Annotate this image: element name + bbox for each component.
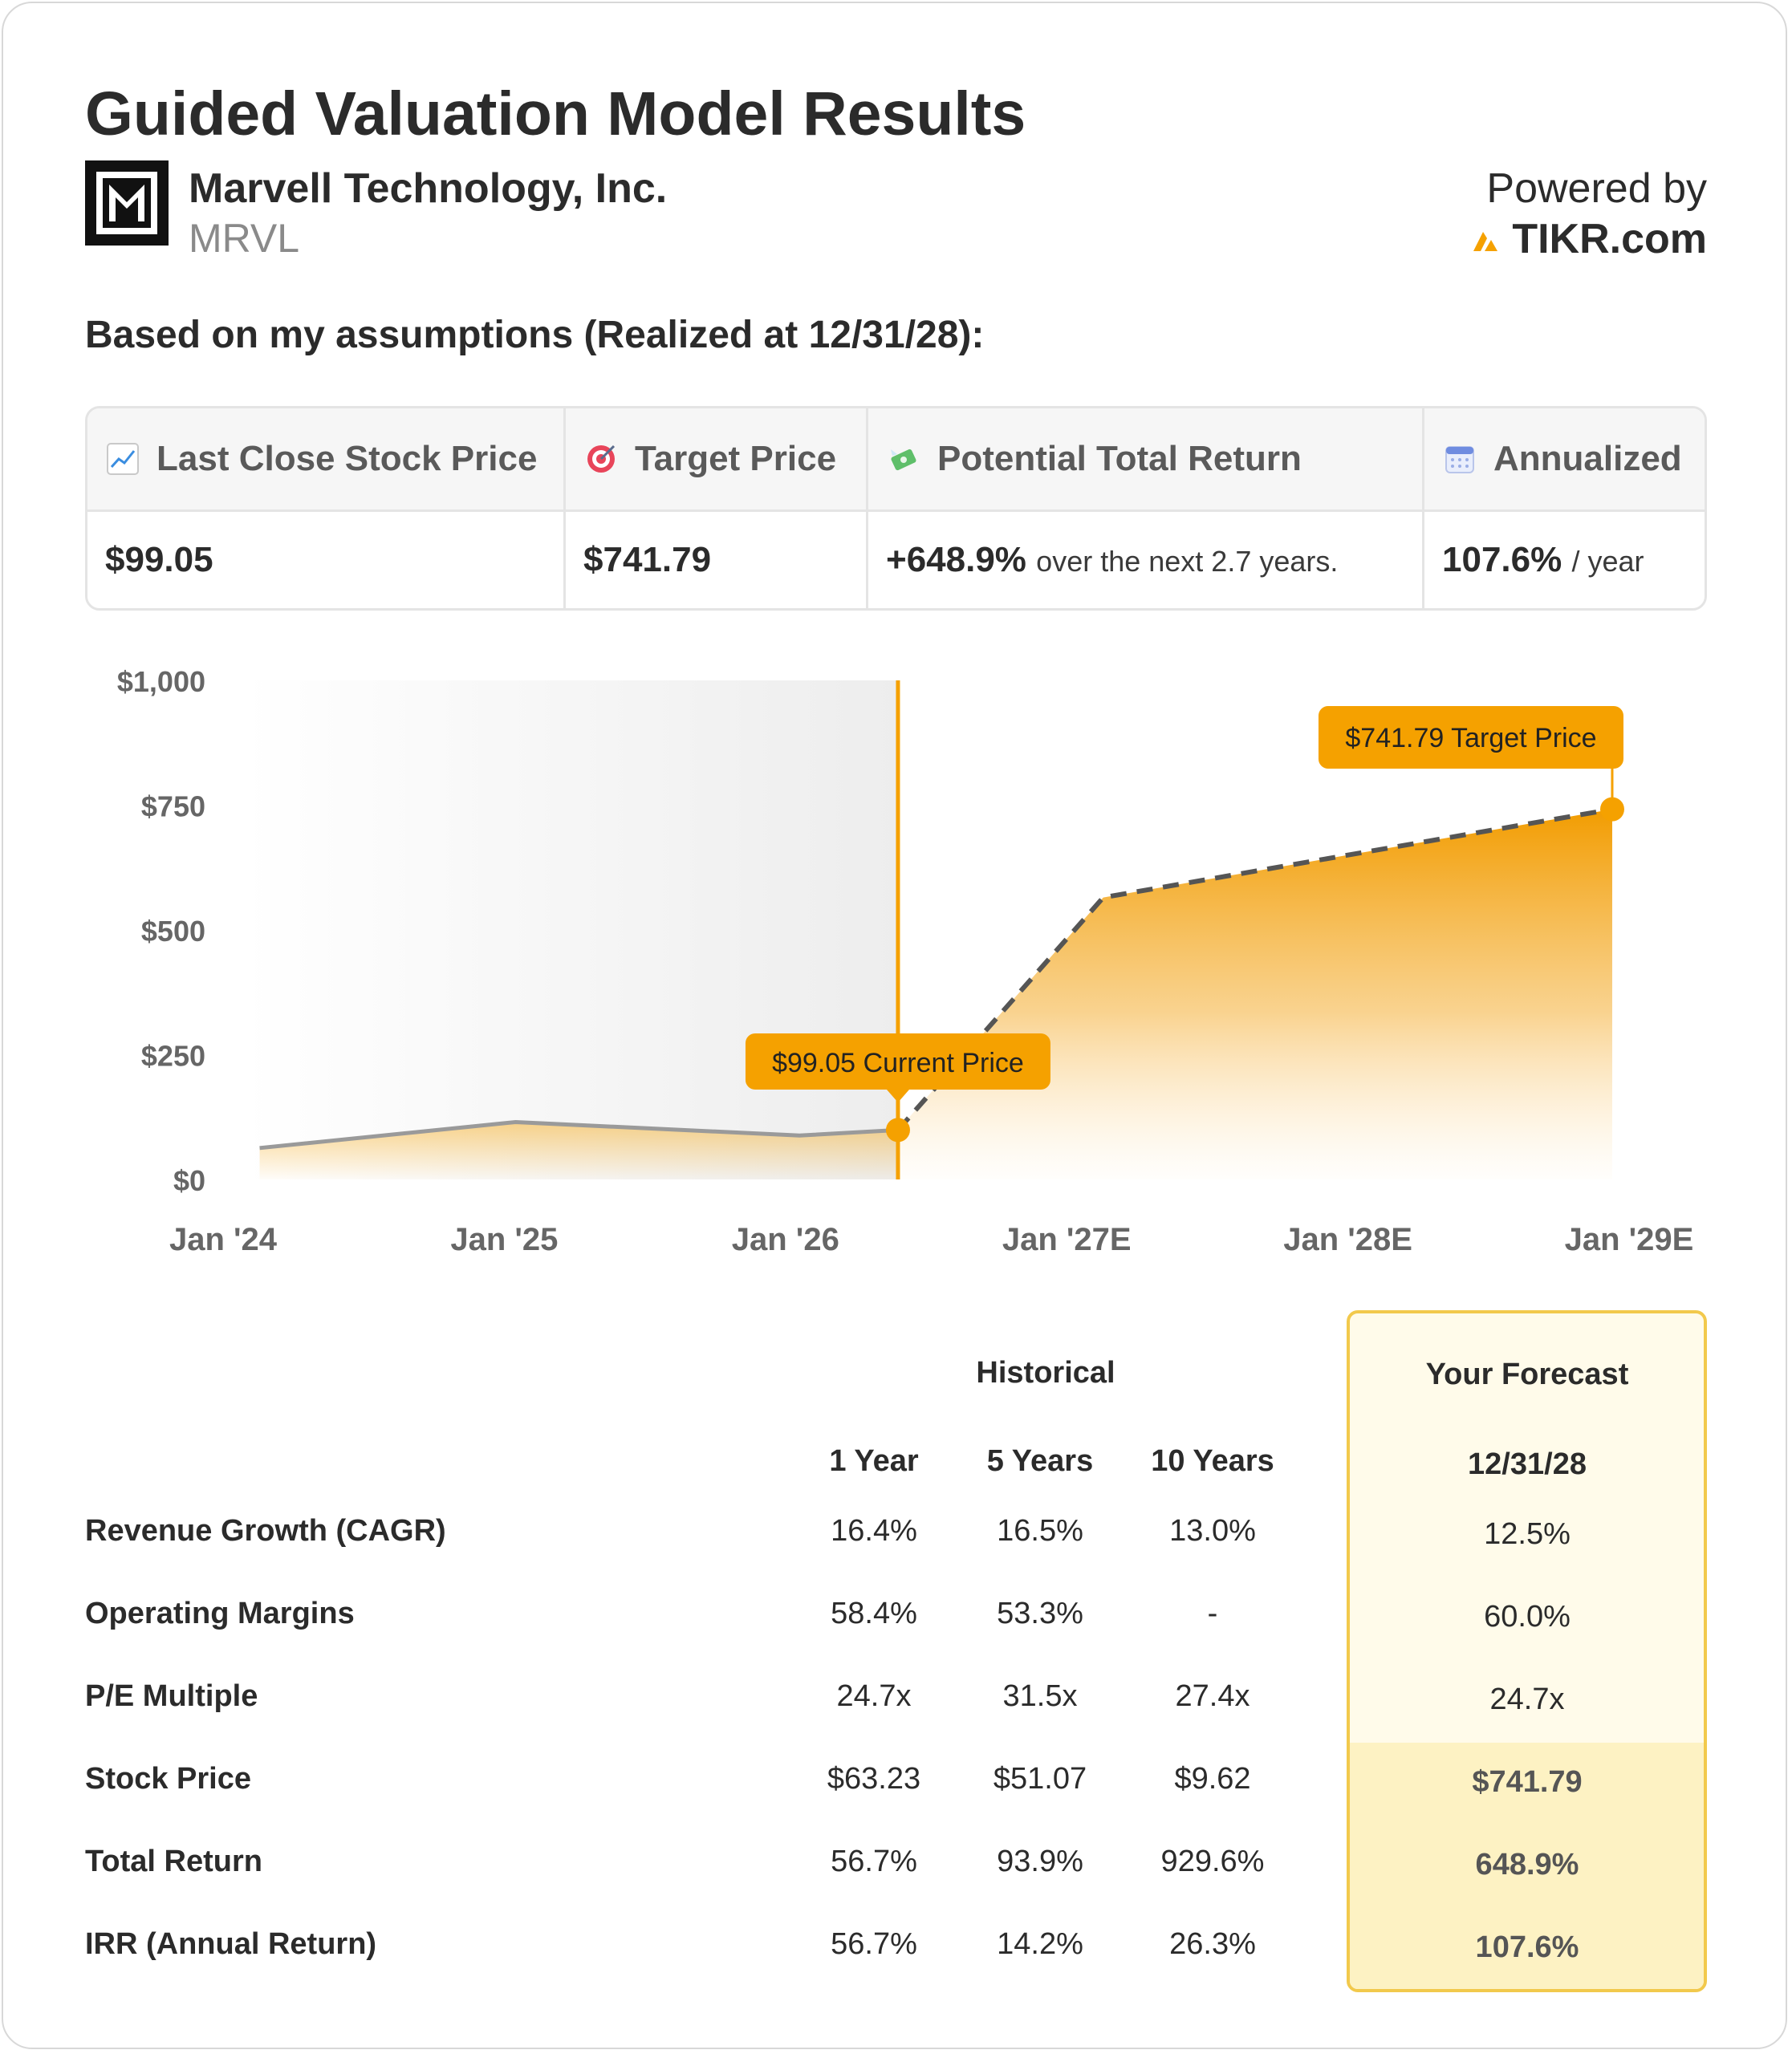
summary-table: Last Close Stock Price $99.05 Target Pri… xyxy=(85,406,1707,611)
table-cell: $51.07 xyxy=(993,1762,1087,1796)
annualized-column: Annualized 107.6% / year xyxy=(1422,408,1705,608)
assumptions-subtitle: Based on my assumptions (Realized at 12/… xyxy=(85,314,985,356)
table-cell: 53.3% xyxy=(997,1597,1083,1630)
y-tick-label: $250 xyxy=(141,1040,205,1073)
target-price-column: Target Price $741.79 xyxy=(563,408,866,608)
tikr-logo-icon xyxy=(1473,232,1498,251)
annualized-label: Annualized xyxy=(1493,439,1682,478)
target-icon xyxy=(587,444,616,473)
annualized-value: 107.6% / year xyxy=(1442,540,1644,579)
last-close-label: Last Close Stock Price xyxy=(156,439,538,478)
forecast-cell: 648.9% xyxy=(1475,1848,1579,1881)
forecast-cell: 12.5% xyxy=(1484,1517,1571,1551)
col-header-1-year: 1 Year xyxy=(829,1444,919,1478)
row-label: Operating Margins xyxy=(85,1597,355,1630)
historical-shading xyxy=(243,680,898,1179)
historical-line xyxy=(259,1119,899,1151)
col-header-5-years: 5 Years xyxy=(986,1444,1094,1478)
total-return-suffix: over the next 2.7 years. xyxy=(1036,545,1339,578)
x-tick-label: Jan '27E xyxy=(1002,1222,1132,1257)
last-close-value: $99.05 xyxy=(105,540,213,579)
money-with-wings-icon xyxy=(891,449,916,471)
row-label: P/E Multiple xyxy=(85,1679,258,1713)
table-cell: 27.4x xyxy=(1175,1679,1250,1713)
brand-name: TIKR.com xyxy=(1512,216,1707,262)
x-tick-label: Jan '26 xyxy=(732,1222,839,1257)
current-price-callout-pointer xyxy=(886,1090,909,1102)
row-label: Revenue Growth (CAGR) xyxy=(85,1514,446,1548)
table-cell: 24.7x xyxy=(836,1679,912,1713)
y-tick-label: $0 xyxy=(173,1164,205,1197)
table-cell: - xyxy=(1207,1597,1218,1630)
row-label: IRR (Annual Return) xyxy=(85,1927,377,1961)
table-cell: 93.9% xyxy=(997,1845,1083,1878)
table-cell: 16.5% xyxy=(997,1514,1083,1548)
brand-link[interactable]: TIKR.com xyxy=(1473,215,1707,263)
table-cell: 16.4% xyxy=(831,1514,917,1548)
forecast-area xyxy=(897,809,1612,1179)
calendar-icon xyxy=(1445,446,1474,473)
ticker-symbol: MRVL xyxy=(189,216,300,261)
forecast-header: Your Forecast xyxy=(1425,1358,1629,1391)
page-title: Guided Valuation Model Results xyxy=(85,79,1026,148)
table-cell: 31.5x xyxy=(1002,1679,1078,1713)
total-return-column: Potential Total Return +648.9% over the … xyxy=(866,408,1422,608)
target-price-callout-label: $741.79 Target Price xyxy=(1345,723,1596,753)
table-cell: 929.6% xyxy=(1160,1845,1265,1878)
x-tick-label: Jan '28E xyxy=(1283,1222,1412,1257)
powered-by-label: Powered by xyxy=(1486,165,1707,212)
historical-area xyxy=(259,1122,898,1179)
table-cell: $9.62 xyxy=(1174,1762,1251,1796)
total-return-value: +648.9% over the next 2.7 years. xyxy=(886,540,1339,579)
total-return-label: Potential Total Return xyxy=(937,439,1302,478)
historical-header: Historical xyxy=(976,1356,1115,1390)
price-chart: $0 $250 $500 $750 $1,000 Jan '24 Jan '25 Jan '2… xyxy=(117,665,1694,1257)
x-tick-label: Jan '24 xyxy=(169,1222,278,1257)
current-price-point xyxy=(885,1118,910,1143)
current-price-callout xyxy=(745,1033,1050,1090)
company-name: Marvell Technology, Inc. xyxy=(189,165,668,212)
table-cell: 14.2% xyxy=(997,1927,1083,1961)
last-close-column: Last Close Stock Price $99.05 xyxy=(87,408,563,608)
table-cell: 56.7% xyxy=(831,1845,917,1878)
target-price-point xyxy=(1599,797,1624,822)
forecast-cell: 60.0% xyxy=(1484,1600,1571,1634)
row-label: Stock Price xyxy=(85,1762,251,1796)
table-cell: 13.0% xyxy=(1169,1514,1256,1548)
forecast-cell: 107.6% xyxy=(1475,1930,1579,1964)
target-price-callout xyxy=(1318,706,1623,769)
company-logo-icon xyxy=(85,160,169,246)
forecast-column-box xyxy=(1347,1310,1707,1992)
col-header-10-years: 10 Years xyxy=(1151,1444,1274,1478)
forecast-cell: 24.7x xyxy=(1489,1683,1565,1716)
target-price-label: Target Price xyxy=(635,439,837,478)
y-tick-label: $1,000 xyxy=(117,665,205,698)
y-tick-label: $500 xyxy=(141,915,205,948)
target-price-value: $741.79 xyxy=(583,540,712,579)
col-header-forecast-date: 12/31/28 xyxy=(1468,1447,1587,1481)
current-price-callout-label: $99.05 Current Price xyxy=(772,1048,1024,1078)
x-tick-label: Jan '25 xyxy=(450,1222,558,1257)
table-cell: 56.7% xyxy=(831,1927,917,1961)
table-cell: $63.23 xyxy=(827,1762,921,1796)
row-label: Total Return xyxy=(85,1845,262,1878)
x-tick-label: Jan '29E xyxy=(1565,1222,1694,1257)
forecast-cell: $741.79 xyxy=(1472,1765,1583,1799)
chart-increasing-icon xyxy=(107,443,139,475)
table-cell: 58.4% xyxy=(831,1597,917,1630)
annualized-suffix: / year xyxy=(1571,545,1644,578)
y-tick-label: $750 xyxy=(141,790,205,823)
table-cell: 26.3% xyxy=(1169,1927,1256,1961)
